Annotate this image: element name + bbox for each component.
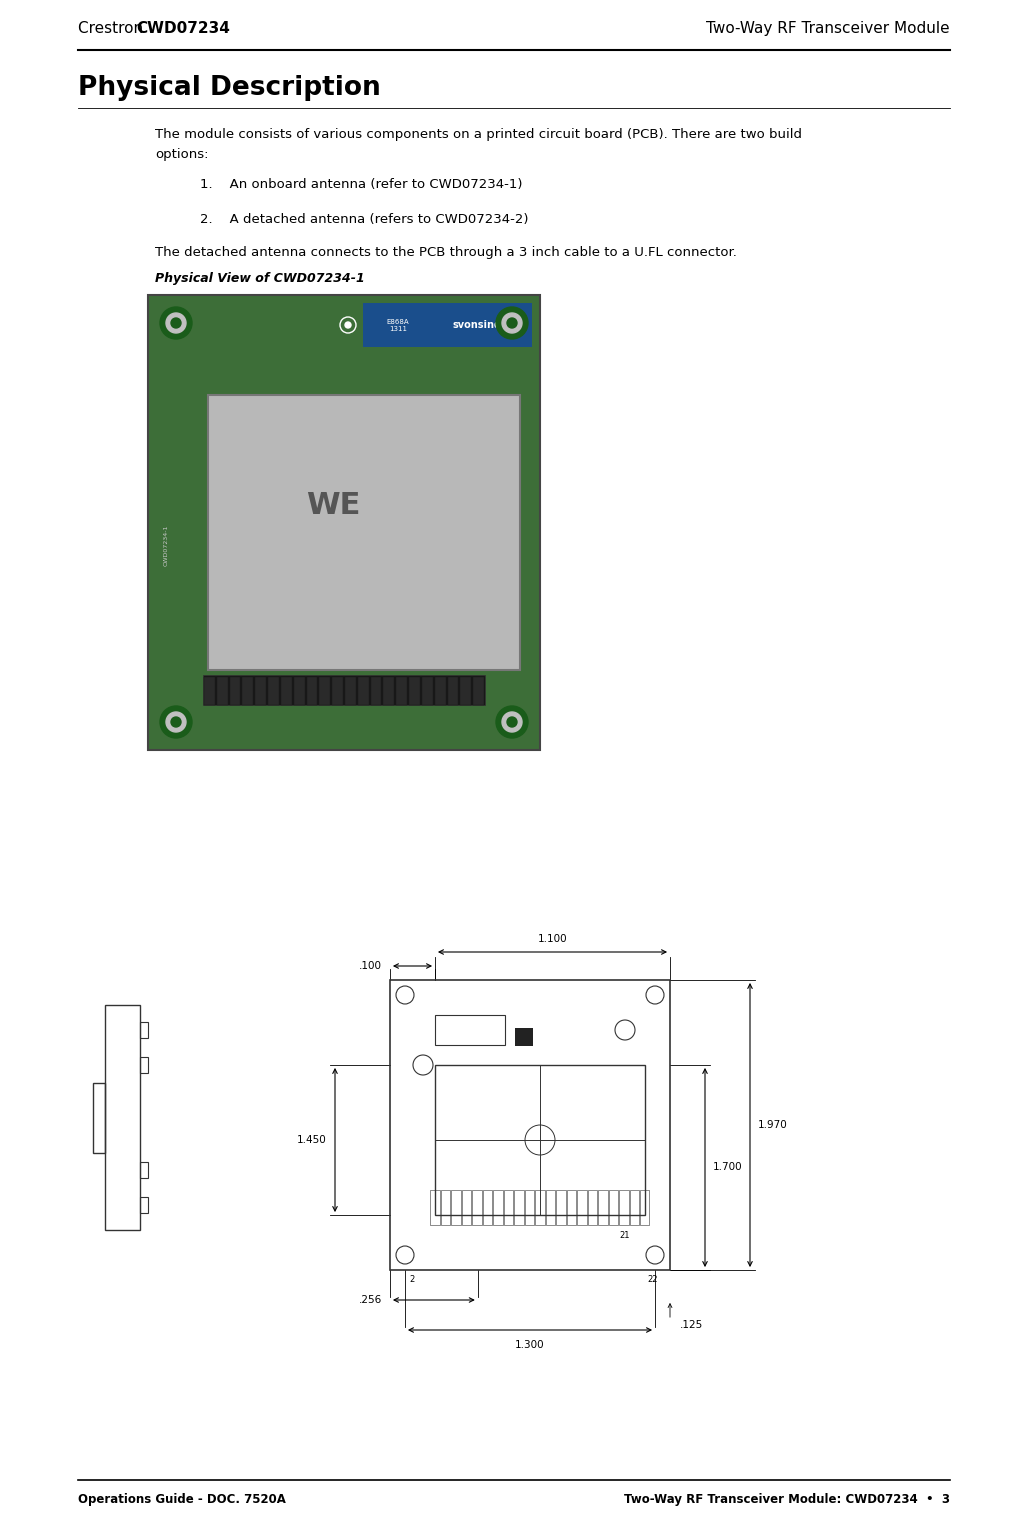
Bar [140,1162,148,1179]
Bar [93,1083,105,1153]
Circle shape [171,319,181,328]
Text: 1.300: 1.300 [516,1340,545,1350]
Text: .100: .100 [359,960,382,971]
Bar [441,1189,450,1226]
Bar [430,1189,440,1226]
Bar [409,677,420,705]
Text: .256: .256 [359,1296,382,1305]
Circle shape [345,322,351,328]
Bar [140,1022,148,1038]
Circle shape [507,319,517,328]
Text: Operations Guide - DOC. 7520A: Operations Guide - DOC. 7520A [78,1494,286,1506]
Bar [451,1189,461,1226]
Bar [422,677,433,705]
Bar [608,1189,619,1226]
Circle shape [160,306,192,338]
Bar [588,1189,597,1226]
Text: CWD07234-1: CWD07234-1 [163,525,168,566]
Circle shape [166,711,186,733]
Text: WE: WE [306,490,360,519]
Bar [140,1057,148,1073]
Bar [462,1189,472,1226]
Bar [435,677,445,705]
Circle shape [507,718,517,727]
Bar [630,1189,639,1226]
Bar [148,294,540,749]
Text: Physical Description: Physical Description [78,74,381,102]
Bar [396,677,408,705]
Bar [483,1189,492,1226]
Text: 1.100: 1.100 [538,934,568,944]
Text: Crestron: Crestron [78,21,148,35]
Bar [363,303,532,347]
Bar [473,677,484,705]
Bar [307,677,317,705]
Bar [371,677,381,705]
Bar [461,677,471,705]
Bar [535,1189,545,1226]
Circle shape [502,711,522,733]
Bar [217,677,227,705]
Text: Two-Way RF Transceiver Module: Two-Way RF Transceiver Module [706,21,950,35]
Bar [525,1189,534,1226]
Text: 1.450: 1.450 [298,1135,327,1145]
Bar [390,980,671,1270]
Circle shape [496,306,528,338]
Bar [546,1189,555,1226]
Bar [281,677,291,705]
Bar [435,1065,645,1215]
Bar [515,1189,524,1226]
Circle shape [171,718,181,727]
Text: E868A
1311: E868A 1311 [386,319,410,332]
Text: 1.    An onboard antenna (refer to CWD07234-1): 1. An onboard antenna (refer to CWD07234… [200,177,523,191]
Text: Physical View of CWD07234-1: Physical View of CWD07234-1 [155,272,365,285]
Bar [229,677,240,705]
Text: 1.700: 1.700 [713,1162,743,1173]
Circle shape [502,313,522,334]
Text: 22: 22 [648,1276,658,1285]
Bar [319,677,330,705]
Bar [203,675,485,705]
Bar [140,1197,148,1214]
Bar [473,1189,482,1226]
Text: svonsind: svonsind [453,320,502,331]
Text: 2.    A detached antenna (refers to CWD07234-2): 2. A detached antenna (refers to CWD0723… [200,212,529,226]
Text: The module consists of various components on a printed circuit board (PCB). Ther: The module consists of various component… [155,127,802,141]
Bar [598,1189,607,1226]
Text: 1.970: 1.970 [758,1120,788,1130]
Circle shape [496,705,528,737]
Bar [567,1189,576,1226]
Bar [105,1004,140,1230]
Bar [620,1189,629,1226]
Circle shape [166,313,186,334]
Bar [447,677,459,705]
Circle shape [160,705,192,737]
Text: 21: 21 [620,1230,630,1239]
Text: options:: options: [155,149,209,161]
Bar [204,677,215,705]
Bar [293,677,305,705]
Bar [383,677,394,705]
Bar [243,677,254,705]
Text: .125: .125 [680,1320,703,1330]
Text: CWD07234: CWD07234 [136,21,230,35]
Bar [208,394,520,671]
Bar [345,677,356,705]
Bar [332,677,343,705]
Bar [503,1189,514,1226]
Bar [556,1189,566,1226]
Text: Two-Way RF Transceiver Module: CWD07234  •  3: Two-Way RF Transceiver Module: CWD07234 … [624,1494,950,1506]
Bar [577,1189,587,1226]
Text: The detached antenna connects to the PCB through a 3 inch cable to a U.FL connec: The detached antenna connects to the PCB… [155,246,737,259]
Bar [268,677,279,705]
Bar [435,1015,505,1045]
Bar [358,677,369,705]
Bar [256,677,266,705]
Bar [640,1189,649,1226]
Text: 2: 2 [410,1276,415,1285]
Bar [493,1189,502,1226]
Bar [515,1029,533,1047]
